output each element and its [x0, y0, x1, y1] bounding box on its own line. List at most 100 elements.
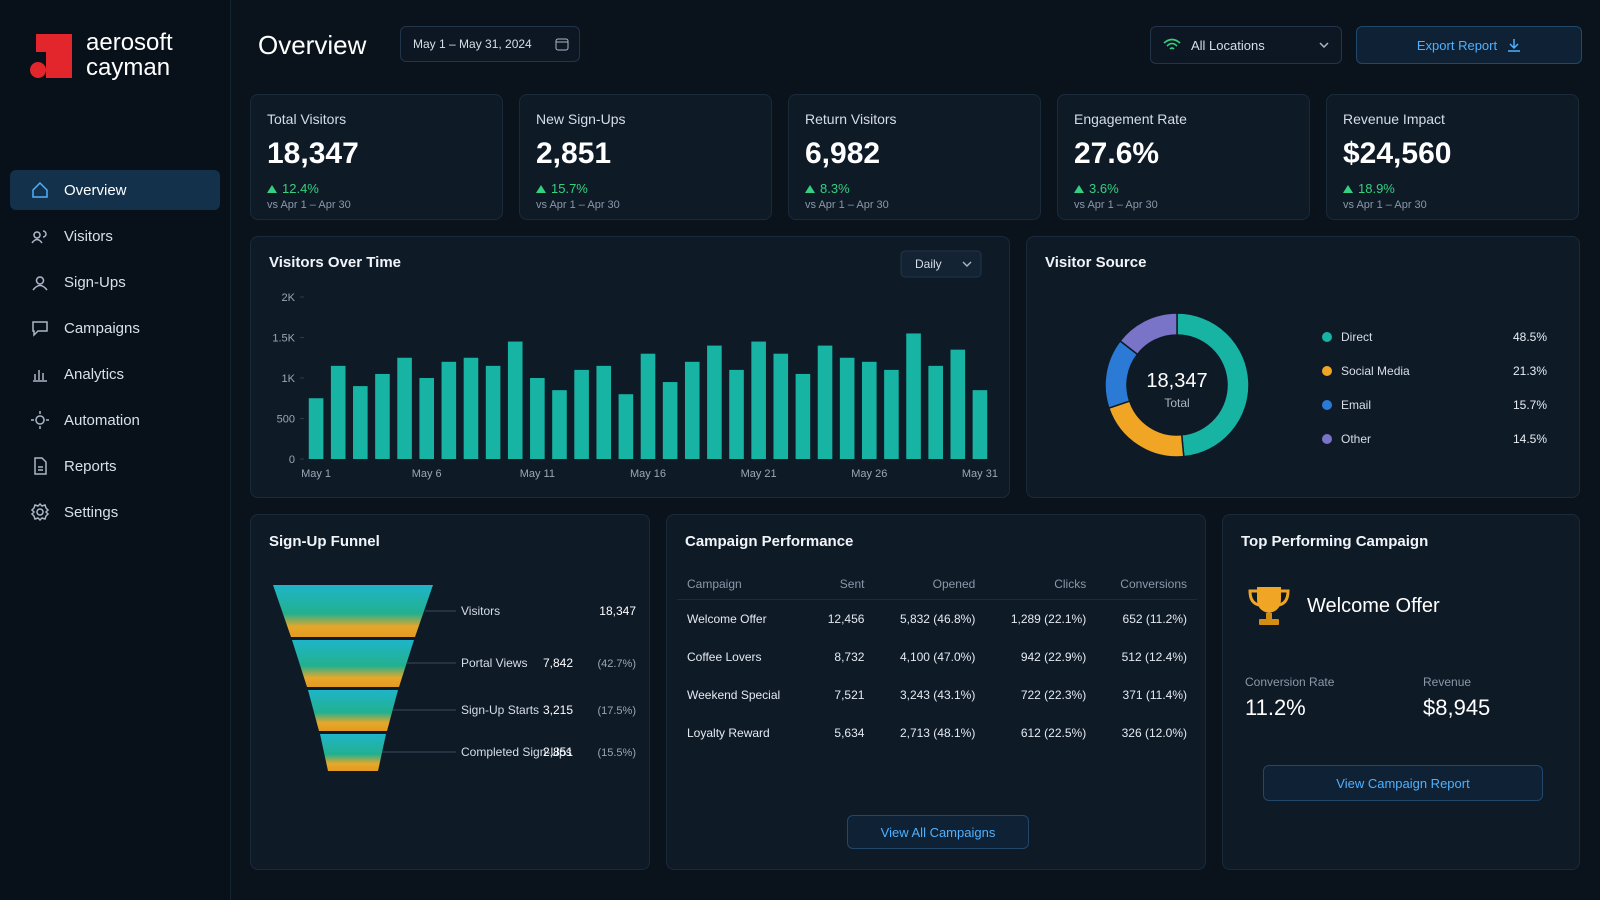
bar [463, 357, 479, 459]
stage-label: Completed Sign-Ups [461, 745, 572, 759]
icon-shape [32, 276, 48, 291]
bar [441, 361, 457, 459]
funnel: Visitors 18,347 Portal Views 7,842 (42.7%) Si… [273, 585, 636, 771]
nav-label: Sign-Ups [64, 273, 126, 291]
legend-swatch [1322, 400, 1332, 410]
nav-item[interactable]: Automation [10, 400, 220, 440]
brand-line: cayman [86, 54, 171, 81]
legend-label: Email [1341, 398, 1371, 412]
kpi-label: Engagement Rate [1074, 111, 1187, 127]
y-tick-label: 1K [282, 373, 296, 385]
kpi-period: vs Apr 1 – Apr 30 [536, 199, 620, 211]
kpi-label: Total Visitors [267, 111, 347, 127]
nav-icon [34, 457, 47, 475]
rate-label: Conversion Rate [1245, 675, 1335, 689]
kpi-card: Total Visitors 18,347 12.4% vs Apr 1 – Apr … [250, 94, 503, 220]
up-arrow [805, 185, 815, 193]
stage-value: 2,851 [543, 745, 573, 759]
button-label: View Campaign Report [1336, 775, 1470, 791]
donut-segment [1176, 312, 1250, 458]
bar [773, 353, 789, 459]
kpi-change-value: 3.6% [1089, 181, 1119, 196]
stage-label: Visitors [461, 604, 500, 618]
center-value: 18,347 [1146, 370, 1207, 392]
download-icon [1508, 39, 1521, 52]
kpi-value: 6,982 [805, 137, 881, 170]
stage-share: (15.5%) [597, 747, 636, 759]
nav-item[interactable]: Sign-Ups [10, 262, 220, 302]
nav-label: Campaigns [64, 319, 140, 337]
nav-label: Overview [64, 181, 127, 199]
table-head: Campaign Sent Opened Clicks Conversions [677, 569, 1197, 600]
icon-shape [31, 230, 47, 244]
nav-item[interactable]: Campaigns [10, 308, 220, 348]
table-cell: 326 (12.0%) [1121, 726, 1187, 740]
bar [751, 341, 766, 459]
kpi-change-value: 12.4% [282, 181, 319, 196]
campaign-report-button[interactable]: View Campaign Report [1263, 765, 1543, 801]
donut-segment [1119, 312, 1178, 356]
table-row: Welcome Offer 12,456 5,832 (46.8%) 1,289 (2… [677, 600, 1197, 639]
table-row: Coffee Lovers 8,732 4,100 (47.0%) 942 (22.9… [677, 638, 1197, 676]
bar [397, 357, 412, 459]
legend-label: Direct [1341, 330, 1373, 344]
location-select[interactable]: All Locations [1150, 26, 1342, 64]
table-row: Weekend Special 7,521 3,243 (43.1%) 722 (22… [677, 676, 1197, 714]
funnel-stage [273, 585, 433, 637]
bar [861, 361, 877, 459]
column-header: Campaign [677, 569, 809, 600]
kpi-value: $24,560 [1343, 137, 1452, 170]
nav-item[interactable]: Visitors [10, 216, 220, 256]
table-cell: 1,289 (22.1%) [1010, 612, 1087, 626]
nav-item[interactable]: Settings [10, 492, 220, 532]
campaign-title: Campaign Performance [685, 533, 854, 550]
view-all-button[interactable]: View All Campaigns [847, 815, 1029, 849]
bar [419, 378, 435, 459]
nav-icon [32, 181, 48, 198]
bar [330, 365, 346, 459]
kpi-card: Revenue Impact $24,560 18.9% vs Apr 1 – Apr… [1326, 94, 1579, 220]
kpi-change: 3.6% [1074, 181, 1119, 196]
legend-swatch [1322, 332, 1332, 342]
icon-shape [33, 370, 47, 382]
kpi-value: 2,851 [536, 137, 612, 170]
table-cell: 371 (11.4%) [1122, 688, 1187, 702]
export-button[interactable]: Export Report [1356, 26, 1582, 64]
bar [485, 365, 501, 459]
export-label: Export Report [1416, 37, 1498, 53]
kpi-period: vs Apr 1 – Apr 30 [1074, 199, 1158, 211]
table-body: Welcome Offer 12,456 5,832 (46.8%) 1,289 (2… [677, 600, 1197, 753]
up-arrow [1343, 185, 1353, 193]
date-picker[interactable]: May 1 – May 31, 2024 [400, 26, 580, 62]
dropdown[interactable] [900, 250, 982, 278]
nav-item[interactable]: Overview [10, 170, 220, 210]
table-cell: 12,456 [827, 612, 865, 626]
bar [817, 345, 833, 459]
bar [596, 365, 612, 459]
brand-name: aerosoft cayman [86, 30, 173, 80]
table-cell: 7,521 [834, 688, 865, 702]
icon-shape [31, 411, 49, 429]
kpi-label: Revenue Impact [1343, 111, 1445, 127]
location: All Locations [1191, 37, 1265, 53]
funnel-stage [320, 734, 386, 771]
top-campaign-card: Top Performing Campaign Welcome Offer Co… [1222, 514, 1580, 870]
nav-icon [32, 276, 48, 291]
nav-item[interactable]: Analytics [10, 354, 220, 394]
nav-icon [31, 411, 49, 429]
bar [906, 333, 921, 459]
table-row: Loyalty Reward 5,634 2,713 (48.1%) 612 (22.… [677, 714, 1197, 752]
kpi-period: vs Apr 1 – Apr 30 [805, 199, 889, 211]
top-name: Welcome Offer [1307, 595, 1440, 617]
bar [574, 369, 589, 459]
nav-item[interactable]: Reports [10, 446, 220, 486]
page-title: Overview [258, 30, 367, 60]
stage-share: (17.5%) [597, 705, 636, 717]
dropdown-label: Daily [915, 257, 942, 271]
kpi-change-value: 15.7% [551, 181, 588, 196]
legend-swatch [1322, 366, 1332, 376]
bar [308, 398, 324, 459]
bar [707, 345, 722, 459]
kpi-card: Return Visitors 6,982 8.3% vs Apr 1 – Apr 3… [788, 94, 1041, 220]
x-tick-label: May 31 [962, 468, 998, 480]
